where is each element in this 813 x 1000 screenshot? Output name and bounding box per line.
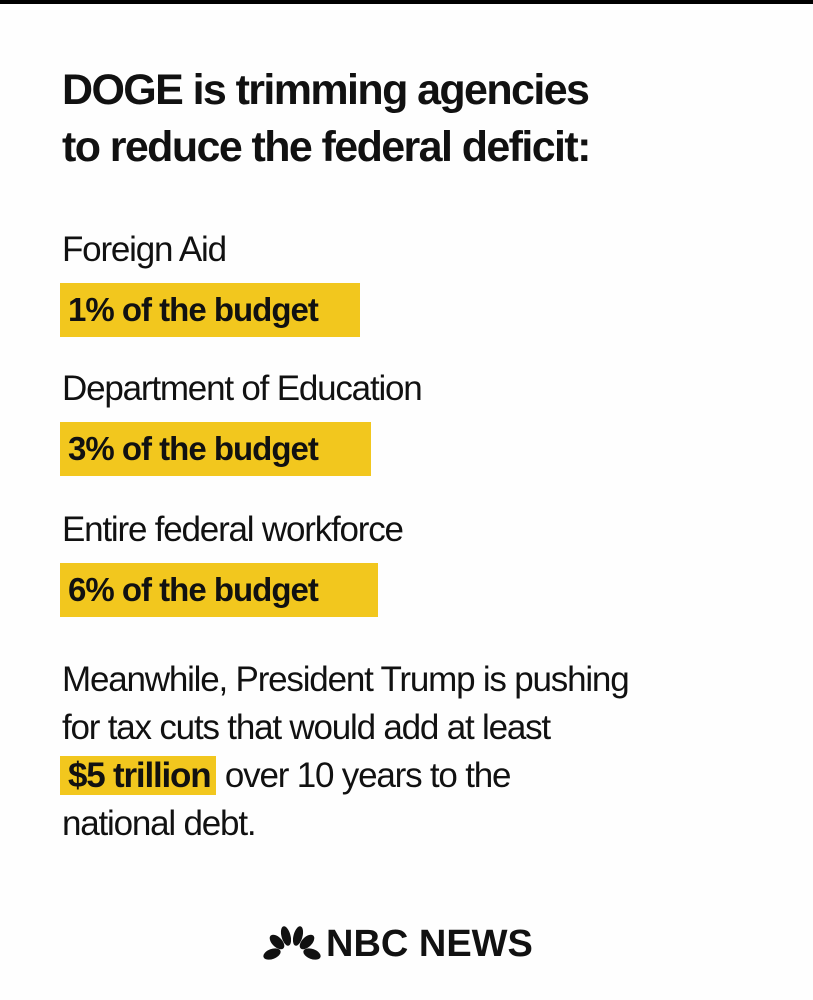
item-label-workforce: Entire federal workforce (62, 510, 404, 549)
headline: DOGE is trimming agencies to reduce the … (62, 62, 591, 176)
summary-paragraph: Meanwhile, President Trump is pushing fo… (60, 656, 762, 848)
item-value-workforce: 6% of the budget (60, 563, 378, 617)
paragraph-line-4: national debt. (62, 804, 257, 843)
paragraph-line-3: over 10 years to the (216, 756, 512, 795)
peacock-icon (263, 926, 321, 960)
headline-line-1: DOGE is trimming agencies (62, 66, 590, 114)
paragraph-line-2: for tax cuts that would add at least (62, 708, 551, 747)
item-value-education: 3% of the budget (60, 422, 371, 476)
nbc-news-logo: NBC NEWS (262, 922, 533, 966)
item-label-foreign-aid: Foreign Aid (62, 230, 227, 269)
highlight-amount: $5 trillion (60, 756, 217, 795)
item-label-education: Department of Education (62, 369, 423, 408)
logo-text: NBC NEWS (326, 923, 533, 965)
paragraph-line-1: Meanwhile, President Trump is pushing (62, 660, 630, 699)
top-border (0, 0, 813, 4)
item-value-foreign-aid: 1% of the budget (60, 283, 360, 337)
headline-line-2: to reduce the federal deficit: (62, 123, 591, 171)
